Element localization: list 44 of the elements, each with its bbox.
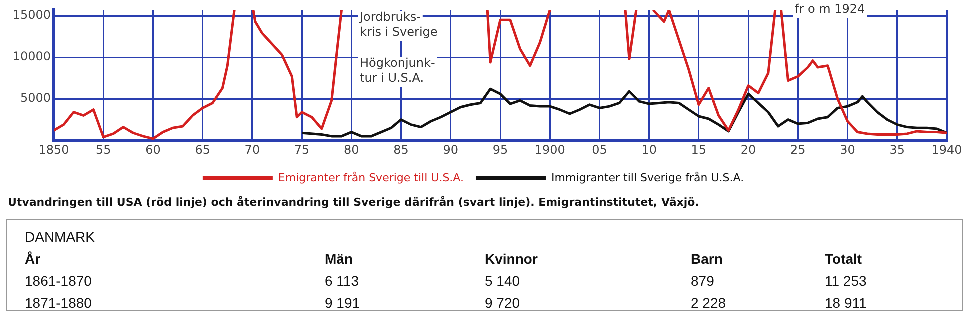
data-label: 9 720 [485, 294, 522, 312]
x-tick-label: 10 [642, 142, 657, 157]
x-tick-label: 1850 [38, 142, 70, 157]
category-label: 1871-1880 [25, 294, 93, 312]
annotation: fr o m 1924 [795, 2, 866, 16]
text: Kvinnor [485, 250, 539, 269]
x-tick-label: 95 [492, 142, 508, 157]
text: Totalt [825, 250, 864, 269]
text: Barn [691, 250, 724, 269]
x-tick-label: 35 [890, 142, 906, 157]
data-label: 18 911 [825, 294, 868, 312]
annotation: Högkonjunk- tur i U.S.A. [360, 56, 436, 86]
x-tick-label: 20 [740, 142, 756, 157]
text: År [25, 250, 42, 269]
text: Utvandringen till USA (röd linje) och återinvandring till Sverige därifrån (svart linje). Emigrantinstitutet, Växjö. [7, 195, 700, 209]
y-tick-label: 5000 [20, 91, 51, 106]
annotation: Jordbruks- kris i Sverige [359, 10, 438, 40]
data-label: 879 [691, 272, 716, 291]
data-label: 2 228 [691, 294, 728, 312]
x-tick-label: 90 [443, 142, 459, 157]
x-tick-label: 75 [294, 142, 310, 157]
data-label: 11 253 [825, 272, 868, 291]
x-tick-label: 15 [691, 142, 707, 157]
x-tick-label: 05 [592, 142, 608, 157]
y-tick-label: 15000 [12, 8, 51, 22]
x-tick-label: 55 [96, 142, 112, 157]
y-tick-label: 10000 [12, 50, 51, 64]
x-tick-label: 70 [244, 142, 260, 157]
category-label: 1861-1870 [25, 272, 93, 291]
text: Emigranter från Sverige till U.S.A. [278, 171, 464, 184]
text: Immigranter till Sverige från U.S.A. [551, 171, 744, 184]
text: DANMARK [25, 228, 96, 247]
x-tick-label: 30 [840, 142, 856, 157]
x-tick-label: 65 [195, 142, 210, 157]
x-tick-label: 85 [394, 142, 409, 157]
data-label: 6 113 [325, 272, 360, 291]
x-tick-label: 80 [344, 142, 360, 157]
x-tick-label: 1900 [534, 142, 566, 157]
text: Män [325, 250, 354, 269]
x-tick-label: 60 [146, 142, 161, 157]
data-label: 9 191 [325, 294, 362, 312]
data-label: 5 140 [485, 272, 522, 291]
x-tick-label: 1940 [932, 142, 962, 157]
x-tick-label: 25 [790, 142, 806, 157]
